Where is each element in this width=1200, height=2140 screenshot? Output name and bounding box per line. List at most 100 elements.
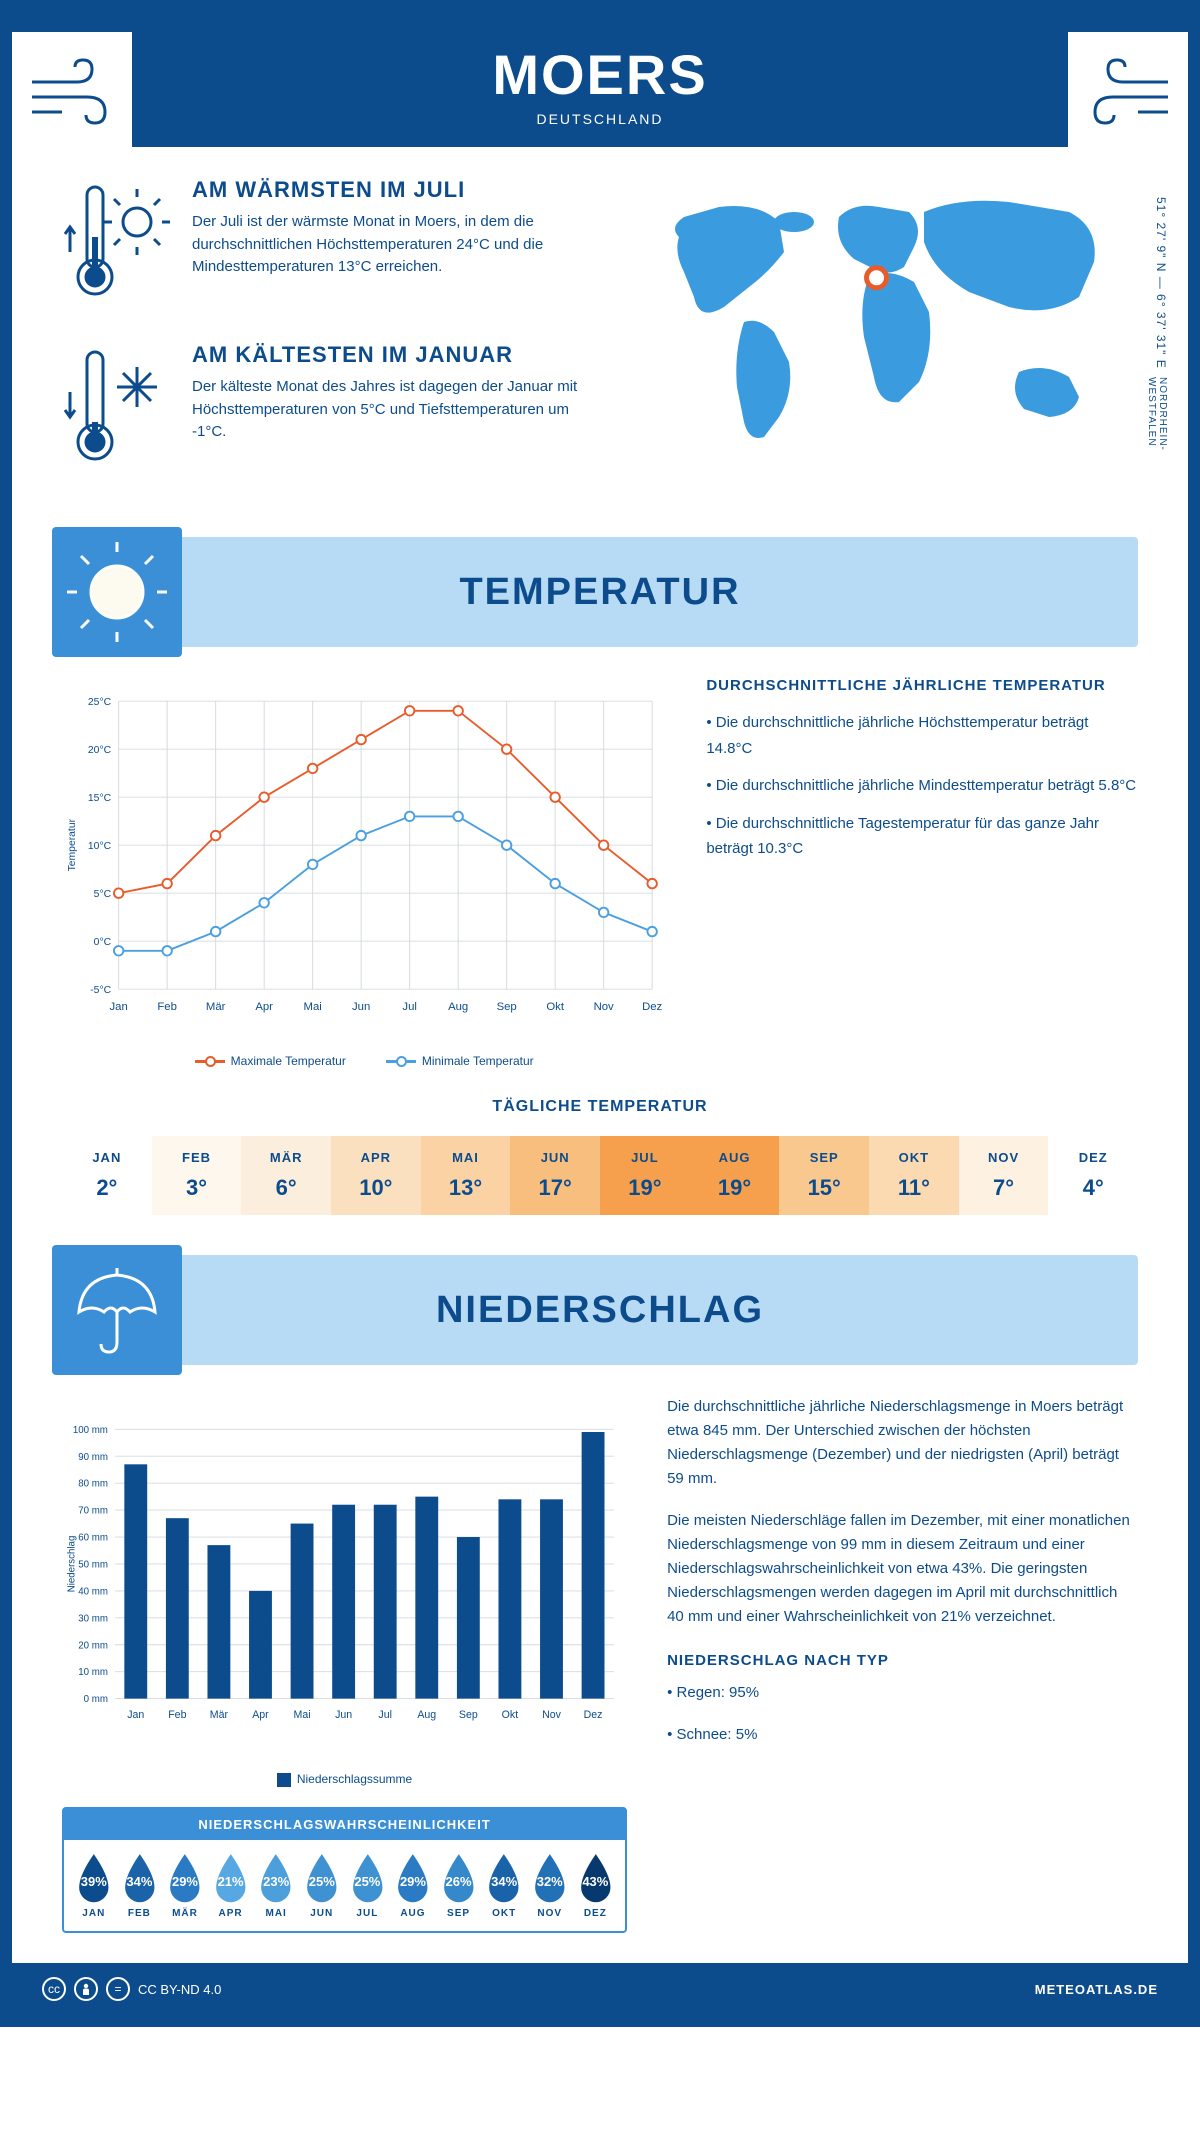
svg-text:Sep: Sep	[497, 1001, 517, 1013]
svg-text:Nov: Nov	[594, 1001, 614, 1013]
wind-icon	[12, 32, 132, 152]
license-text: CC BY-ND 4.0	[138, 1982, 221, 1997]
daily-temp-cell: DEZ4°	[1048, 1136, 1138, 1215]
prob-cell: 29% MÄR	[163, 1852, 207, 1919]
svg-text:80 mm: 80 mm	[78, 1479, 108, 1490]
svg-text:100 mm: 100 mm	[73, 1425, 108, 1436]
prob-cell: 25% JUL	[346, 1852, 390, 1919]
warmest-title: AM WÄRMSTEN IM JULI	[192, 177, 580, 203]
svg-text:Jun: Jun	[335, 1709, 352, 1721]
svg-text:Okt: Okt	[502, 1709, 519, 1721]
svg-text:Feb: Feb	[168, 1709, 186, 1721]
precip-type-item: • Regen: 95%	[667, 1681, 1138, 1705]
coordinates: 51° 27' 9" N — 6° 37' 31" E	[1154, 197, 1168, 369]
svg-text:Jul: Jul	[378, 1709, 392, 1721]
prob-cell: 29% AUG	[391, 1852, 435, 1919]
temperature-line-chart: -5°C0°C5°C10°C15°C20°C25°CJanFebMärAprMa…	[62, 677, 666, 1068]
svg-text:Temperatur: Temperatur	[67, 818, 78, 871]
svg-text:Mär: Mär	[206, 1001, 226, 1013]
nd-icon: =	[106, 1977, 130, 2001]
thermometer-hot-icon	[62, 177, 172, 312]
svg-text:25°C: 25°C	[88, 697, 112, 708]
svg-text:Sep: Sep	[459, 1709, 478, 1721]
prob-cell: 43% DEZ	[574, 1852, 618, 1919]
wind-icon	[1068, 32, 1188, 152]
svg-text:0°C: 0°C	[94, 937, 112, 948]
page-header: MOERS DEUTSCHLAND	[12, 12, 1188, 147]
sun-icon	[52, 527, 182, 657]
daily-temp-cell: SEP15°	[779, 1136, 869, 1215]
svg-text:Dez: Dez	[584, 1709, 603, 1721]
country-subtitle: DEUTSCHLAND	[12, 111, 1188, 127]
avg-temp-bullet: • Die durchschnittliche Tagestemperatur …	[706, 811, 1138, 862]
daily-temp-cell: APR10°	[331, 1136, 421, 1215]
svg-text:15°C: 15°C	[88, 793, 112, 804]
daily-temp-cell: OKT11°	[869, 1136, 959, 1215]
precip-by-type-title: NIEDERSCHLAG NACH TYP	[667, 1649, 1138, 1673]
prob-cell: 23% MAI	[254, 1852, 298, 1919]
svg-text:60 mm: 60 mm	[78, 1533, 108, 1544]
svg-text:Mai: Mai	[304, 1001, 322, 1013]
svg-text:5°C: 5°C	[94, 889, 112, 900]
svg-text:40 mm: 40 mm	[78, 1586, 108, 1597]
svg-text:30 mm: 30 mm	[78, 1613, 108, 1624]
svg-text:Jan: Jan	[127, 1709, 144, 1721]
precipitation-title: NIEDERSCHLAG	[436, 1289, 764, 1332]
page-footer: cc = CC BY-ND 4.0 METEOATLAS.DE	[12, 1963, 1188, 2015]
daily-temp-cell: AUG19°	[690, 1136, 780, 1215]
avg-temp-title: DURCHSCHNITTLICHE JÄHRLICHE TEMPERATUR	[706, 677, 1138, 694]
world-map	[620, 177, 1138, 457]
svg-text:Jun: Jun	[352, 1001, 370, 1013]
coldest-text: Der kälteste Monat des Jahres ist dagege…	[192, 376, 580, 444]
svg-text:Nov: Nov	[542, 1709, 562, 1721]
by-icon	[74, 1977, 98, 2001]
coldest-title: AM KÄLTESTEN IM JANUAR	[192, 342, 580, 368]
svg-text:Aug: Aug	[448, 1001, 468, 1013]
svg-text:Okt: Okt	[546, 1001, 564, 1013]
daily-temp-cell: FEB3°	[152, 1136, 242, 1215]
city-title: MOERS	[12, 42, 1188, 107]
precip-text-2: Die meisten Niederschläge fallen im Deze…	[667, 1509, 1138, 1629]
svg-text:-5°C: -5°C	[90, 985, 111, 996]
coldest-block: AM KÄLTESTEN IM JANUAR Der kälteste Mona…	[62, 342, 580, 477]
svg-text:10 mm: 10 mm	[78, 1667, 108, 1678]
daily-temp-cell: MÄR6°	[241, 1136, 331, 1215]
daily-temp-cell: JUN17°	[510, 1136, 600, 1215]
svg-text:Aug: Aug	[417, 1709, 436, 1721]
svg-text:Mai: Mai	[294, 1709, 311, 1721]
precipitation-bar-chart: 0 mm10 mm20 mm30 mm40 mm50 mm60 mm70 mm8…	[62, 1395, 627, 1787]
svg-text:Niederschlag: Niederschlag	[66, 1536, 77, 1593]
precip-legend: Niederschlagssumme	[297, 1772, 412, 1786]
svg-text:20°C: 20°C	[88, 745, 112, 756]
site-name: METEOATLAS.DE	[1035, 1982, 1158, 1997]
svg-text:70 mm: 70 mm	[78, 1506, 108, 1517]
temperature-section-header: TEMPERATUR	[62, 537, 1138, 647]
svg-text:50 mm: 50 mm	[78, 1559, 108, 1570]
svg-text:Apr: Apr	[252, 1709, 269, 1721]
svg-text:Dez: Dez	[642, 1001, 662, 1013]
precipitation-section-header: NIEDERSCHLAG	[62, 1255, 1138, 1365]
svg-text:Jul: Jul	[402, 1001, 416, 1013]
daily-temp-title: TÄGLICHE TEMPERATUR	[62, 1098, 1138, 1116]
prob-cell: 34% FEB	[118, 1852, 162, 1919]
svg-text:90 mm: 90 mm	[78, 1452, 108, 1463]
region-label: NORDRHEIN-WESTFALEN	[1146, 377, 1168, 507]
prob-cell: 25% JUN	[300, 1852, 344, 1919]
cc-icon: cc	[42, 1977, 66, 2001]
prob-cell: 32% NOV	[528, 1852, 572, 1919]
avg-temp-bullet: • Die durchschnittliche jährliche Höchst…	[706, 710, 1138, 761]
svg-text:Feb: Feb	[157, 1001, 177, 1013]
svg-text:Mär: Mär	[210, 1709, 229, 1721]
precipitation-probability-box: NIEDERSCHLAGSWAHRSCHEINLICHKEIT 39% JAN …	[62, 1807, 627, 1933]
svg-text:Jan: Jan	[110, 1001, 128, 1013]
thermometer-cold-icon	[62, 342, 172, 477]
prob-cell: 34% OKT	[482, 1852, 526, 1919]
warmest-text: Der Juli ist der wärmste Monat in Moers,…	[192, 211, 580, 279]
avg-temp-bullet: • Die durchschnittliche jährliche Mindes…	[706, 773, 1138, 799]
prob-cell: 26% SEP	[437, 1852, 481, 1919]
daily-temp-cell: JUL19°	[600, 1136, 690, 1215]
prob-cell: 21% APR	[209, 1852, 253, 1919]
prob-cell: 39% JAN	[72, 1852, 116, 1919]
prob-title: NIEDERSCHLAGSWAHRSCHEINLICHKEIT	[64, 1809, 625, 1840]
daily-temp-cell: NOV7°	[959, 1136, 1049, 1215]
